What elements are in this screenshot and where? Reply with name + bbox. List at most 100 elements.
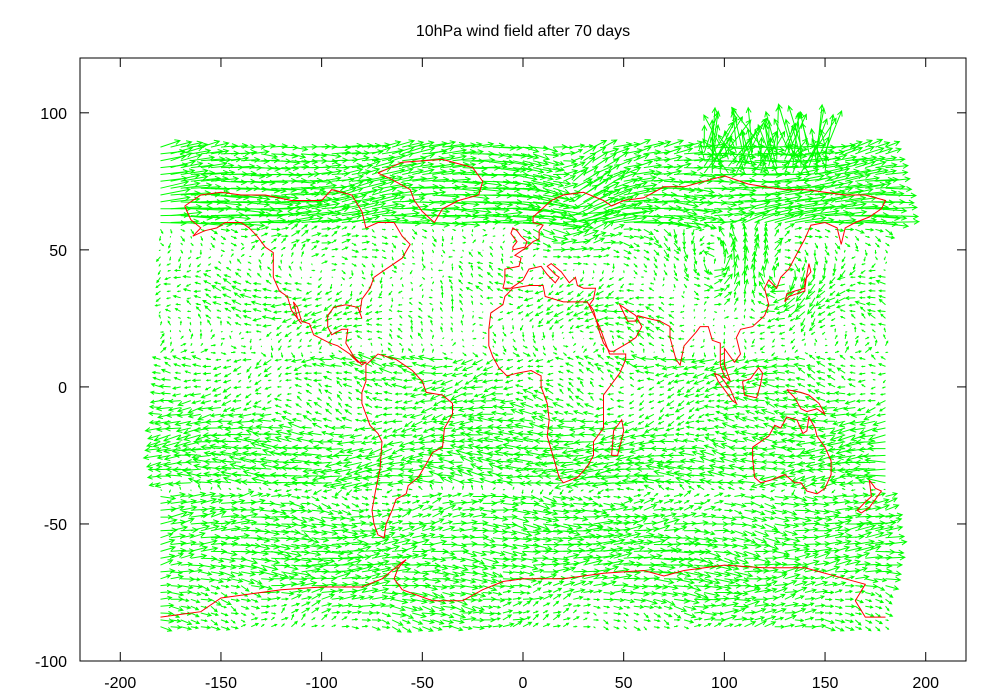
- wind-vector: [583, 597, 591, 601]
- wind-vector: [840, 364, 846, 367]
- wind-vector: [311, 468, 332, 475]
- wind-vector: [885, 242, 890, 247]
- wind-vector: [832, 406, 846, 412]
- wind-vector: [502, 589, 512, 594]
- wind-vector: [220, 242, 225, 245]
- wind-vector: [834, 350, 840, 354]
- wind-vector: [855, 166, 883, 175]
- wind-vector: [271, 544, 291, 551]
- wind-vector: [291, 588, 303, 594]
- wind-vector: [468, 456, 483, 463]
- wind-vector: [628, 441, 644, 447]
- wind-vector: [452, 577, 467, 583]
- wind-vector: [885, 199, 915, 206]
- wind-vector: [883, 269, 886, 271]
- wind-vector: [861, 263, 866, 266]
- wind-vector: [593, 237, 606, 244]
- wind-vector: [347, 391, 353, 395]
- wind-vector: [613, 539, 637, 545]
- wind-vector: [829, 324, 836, 327]
- wind-vector: [660, 344, 665, 347]
- wind-vector: [397, 472, 413, 478]
- wind-vector: [839, 309, 846, 312]
- wind-vector: [411, 235, 416, 240]
- wind-vector: [180, 511, 195, 518]
- wind-vector: [189, 249, 192, 254]
- wind-vector: [603, 619, 609, 625]
- wind-vector: [167, 249, 171, 254]
- wind-vector: [653, 513, 666, 519]
- wind-vector: [603, 184, 630, 196]
- wind-vector: [448, 278, 453, 285]
- wind-vector: [764, 602, 777, 608]
- wind-vector: [743, 352, 747, 360]
- wind-vector: [275, 331, 282, 337]
- wind-vector: [653, 263, 658, 269]
- wind-vector: [718, 464, 735, 471]
- wind-vector: [266, 331, 272, 338]
- wind-vector: [744, 338, 747, 344]
- wind-vector: [381, 263, 384, 268]
- wind-vector: [251, 351, 257, 354]
- wind-vector: [827, 363, 836, 367]
- wind-vector: [294, 377, 302, 381]
- wind-vector: [284, 331, 292, 338]
- wind-vector: [862, 453, 886, 460]
- wind-vector: [502, 563, 519, 569]
- wind-vector: [351, 234, 360, 238]
- wind-vector: [669, 327, 675, 333]
- wind-vector: [865, 531, 885, 539]
- wind-vector: [867, 398, 876, 403]
- wind-vector: [839, 283, 846, 287]
- wind-vector: [291, 502, 306, 509]
- wind-vector: [542, 187, 564, 196]
- wind-vector: [210, 534, 232, 541]
- wind-vector: [492, 499, 506, 505]
- wind-vector: [312, 460, 332, 467]
- wind-vector: [345, 489, 353, 496]
- wind-vector: [492, 352, 499, 357]
- wind-vector: [516, 365, 524, 370]
- wind-vector: [613, 551, 633, 559]
- wind-vector: [532, 622, 539, 628]
- wind-vector: [470, 484, 474, 490]
- wind-vector: [440, 254, 443, 258]
- wind-vector: [452, 612, 467, 619]
- wind-vector: [593, 254, 603, 259]
- wind-vector: [734, 603, 750, 610]
- wind-vector: [650, 445, 665, 451]
- wind-vector: [291, 620, 299, 628]
- wind-vector: [794, 194, 827, 203]
- wind-vector: [460, 330, 463, 333]
- wind-vector: [714, 302, 723, 306]
- wind-vector: [673, 236, 678, 245]
- wind-vector: [731, 424, 745, 429]
- wind-vector: [422, 235, 428, 239]
- wind-vector: [411, 405, 423, 411]
- wind-vector: [759, 345, 765, 351]
- wind-vector: [306, 344, 312, 348]
- wind-vector: [606, 356, 614, 360]
- wind-vector: [509, 401, 524, 408]
- wind-vector: [186, 316, 191, 319]
- wind-vector: [603, 506, 617, 512]
- wind-vector: [482, 228, 487, 232]
- wind-vector: [401, 612, 415, 619]
- wind-vector: [679, 458, 695, 464]
- wind-vector: [319, 362, 332, 368]
- wind-vector: [187, 256, 192, 260]
- wind-vector: [885, 176, 911, 183]
- wind-vector: [810, 475, 826, 482]
- wind-vector: [472, 352, 479, 358]
- wind-vector: [311, 607, 320, 614]
- wind-vector: [170, 605, 184, 612]
- wind-vector: [698, 228, 705, 232]
- wind-vector: [404, 420, 413, 428]
- wind-vector: [506, 479, 524, 486]
- wind-vector: [450, 439, 463, 444]
- wind-vector: [703, 352, 706, 358]
- wind-vector: [658, 296, 665, 299]
- wind-vector: [543, 248, 552, 253]
- wind-vector: [222, 365, 232, 370]
- wind-vector: [331, 230, 338, 237]
